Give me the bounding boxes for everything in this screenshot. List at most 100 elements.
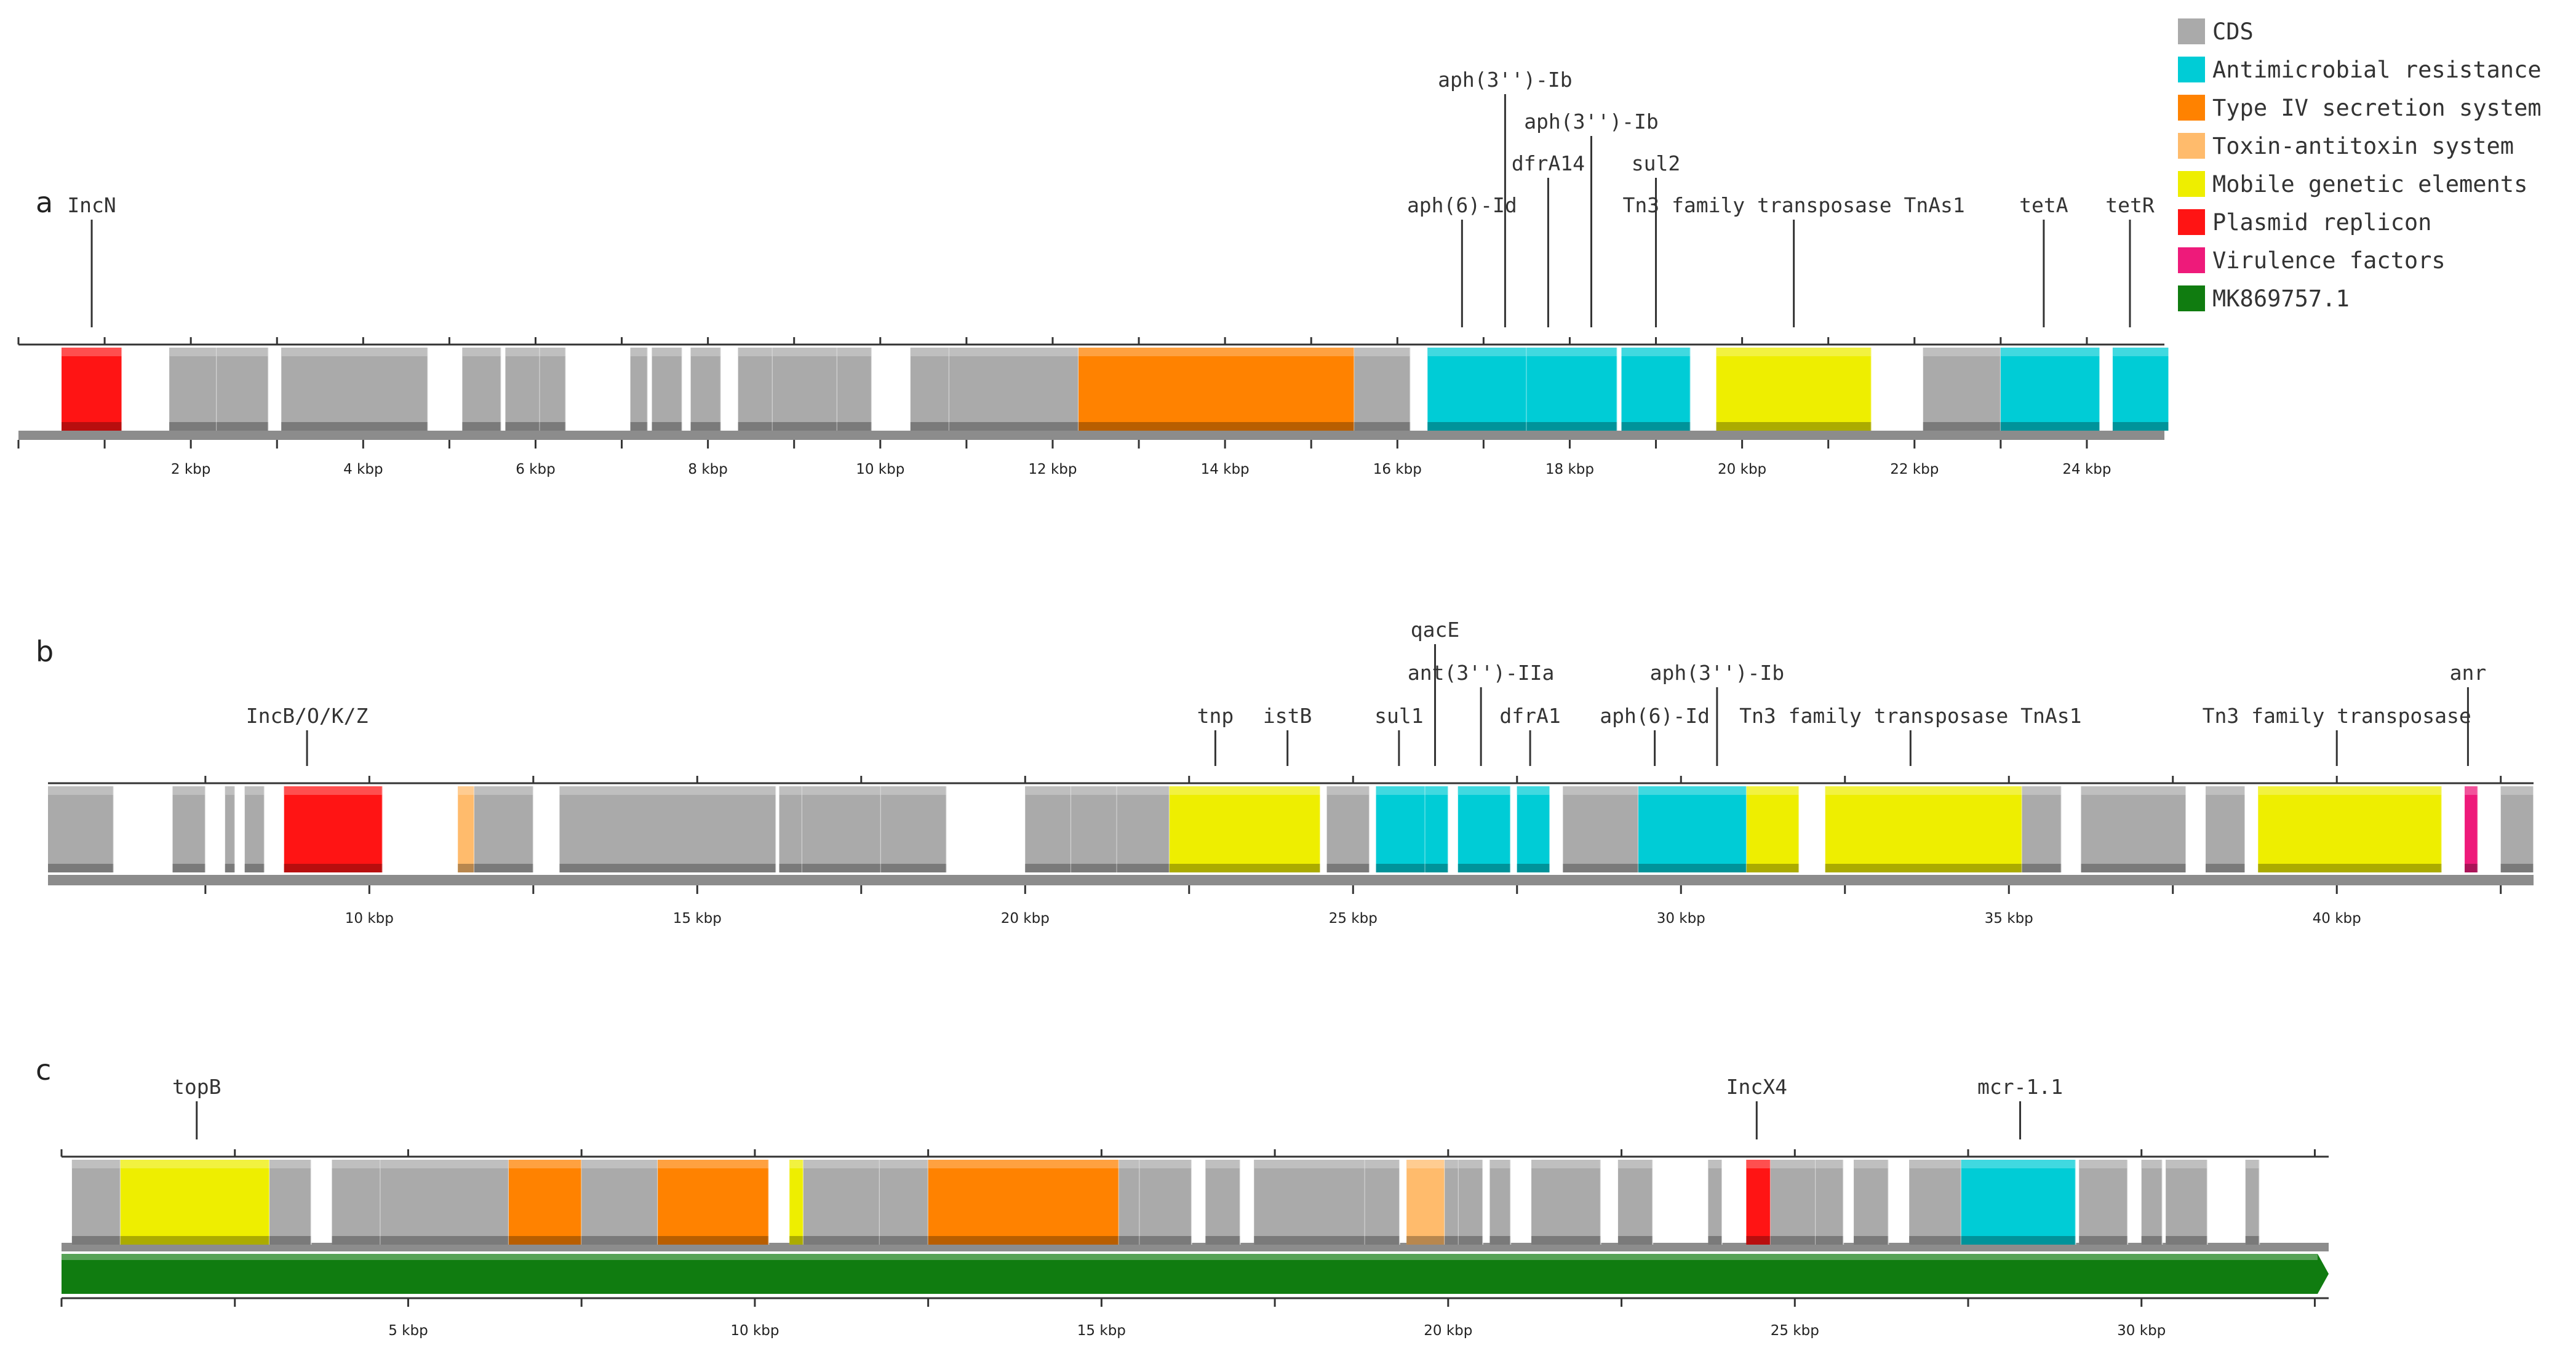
annotation: aph(3'')-Ib bbox=[1524, 110, 1659, 327]
feature-cds bbox=[332, 1160, 381, 1245]
feature-block bbox=[284, 786, 383, 872]
feature-highlight bbox=[1425, 786, 1448, 795]
feature-cds bbox=[738, 348, 773, 431]
legend-swatch bbox=[2178, 57, 2205, 82]
legend-label: Type IV secretion system bbox=[2212, 94, 2542, 121]
annotation-label: istB bbox=[1263, 704, 1312, 728]
feature-shadow bbox=[690, 422, 721, 431]
feature-shadow bbox=[789, 1236, 804, 1245]
feature-highlight bbox=[284, 786, 383, 795]
feature-highlight bbox=[779, 786, 802, 795]
feature-highlight bbox=[949, 348, 1079, 356]
feature-highlight bbox=[1746, 1160, 1771, 1168]
feature-highlight bbox=[2112, 348, 2169, 356]
feature-highlight bbox=[2000, 348, 2100, 356]
feature-shadow bbox=[332, 1236, 381, 1245]
feature-highlight bbox=[652, 348, 682, 356]
feature-shadow bbox=[2079, 1236, 2128, 1245]
feature-amr bbox=[1621, 348, 1691, 431]
feature-shadow bbox=[2022, 864, 2062, 872]
feature-block bbox=[1854, 1160, 1889, 1245]
feature-cds bbox=[540, 348, 567, 431]
feature-block bbox=[779, 786, 802, 872]
feature-shadow bbox=[630, 422, 648, 431]
annotation-label: IncX4 bbox=[1726, 1075, 1787, 1099]
feature-cds bbox=[2079, 1160, 2129, 1245]
feature-cds bbox=[1117, 786, 1170, 872]
feature-cds bbox=[217, 348, 269, 431]
feature-amr bbox=[1457, 786, 1512, 872]
feature-shadow bbox=[1531, 1236, 1601, 1245]
feature-vf bbox=[2465, 786, 2479, 872]
feature-shadow bbox=[559, 864, 776, 872]
feature-block bbox=[458, 786, 474, 872]
feature-ta bbox=[1406, 1160, 1446, 1245]
annotation-label: sul2 bbox=[1632, 151, 1680, 175]
feature-block bbox=[1638, 786, 1747, 872]
panel-c: c 5 kbp 10 kbp 15 kbp 20 kbp 25 kbp 30 kbp topB… bbox=[36, 1053, 2329, 1339]
feature-shadow bbox=[910, 422, 949, 431]
feature-highlight bbox=[1445, 1160, 1459, 1168]
tick-label: 20 kbp bbox=[1718, 461, 1766, 477]
feature-highlight bbox=[172, 786, 205, 795]
feature-highlight bbox=[1563, 786, 1638, 795]
feature-highlight bbox=[332, 1160, 381, 1168]
legend-label: CDS bbox=[2212, 18, 2254, 45]
tick-label: 40 kbp bbox=[2313, 911, 2361, 927]
feature-mge bbox=[789, 1160, 804, 1245]
tick-label: 10 kbp bbox=[730, 1323, 779, 1339]
feature-block bbox=[1457, 786, 1511, 872]
feature-shadow bbox=[652, 422, 682, 431]
feature-shadow bbox=[508, 1236, 582, 1245]
feature-block bbox=[1025, 786, 1071, 872]
feature-cds bbox=[949, 348, 1079, 431]
annotation-label: aph(6)-Id bbox=[1407, 193, 1517, 217]
feature-block bbox=[281, 348, 428, 431]
feature-shadow bbox=[2258, 864, 2442, 872]
tick-label: 15 kbp bbox=[673, 911, 722, 927]
feature-block bbox=[789, 1160, 804, 1245]
legend-label: Plasmid replicon bbox=[2212, 209, 2432, 236]
annotation-label: qacE bbox=[1411, 618, 1459, 642]
feature-block bbox=[690, 348, 721, 431]
feature-block bbox=[1770, 1160, 1816, 1245]
legend-swatch bbox=[2178, 247, 2205, 273]
feature-block bbox=[880, 786, 947, 872]
legend-item: Plasmid replicon bbox=[2178, 203, 2542, 241]
legend-label: Toxin-antitoxin system bbox=[2212, 132, 2514, 159]
backbone-bar bbox=[62, 1243, 2329, 1251]
annotation: Tn3 family transposase TnAs1 bbox=[1739, 704, 2081, 766]
feature-highlight bbox=[837, 348, 872, 356]
feature-cds bbox=[581, 1160, 659, 1245]
feature-highlight bbox=[928, 1160, 1119, 1168]
legend-label: MK869757.1 bbox=[2212, 285, 2350, 312]
feature-block bbox=[1205, 1160, 1240, 1245]
feature-shadow bbox=[169, 422, 217, 431]
feature-highlight bbox=[1517, 786, 1550, 795]
feature-cds bbox=[1119, 1160, 1141, 1245]
feature-cds bbox=[880, 786, 947, 872]
feature-shadow bbox=[837, 422, 872, 431]
feature-shadow bbox=[1354, 422, 1411, 431]
feature-cds bbox=[1770, 1160, 1817, 1245]
feature-block bbox=[1716, 348, 1872, 431]
feature-shadow bbox=[217, 422, 269, 431]
feature-highlight bbox=[1923, 348, 2001, 356]
feature-block bbox=[1354, 348, 1411, 431]
feature-cds bbox=[48, 786, 114, 872]
feature-cds bbox=[380, 1160, 509, 1245]
feature-block bbox=[837, 348, 872, 431]
feature-block bbox=[630, 348, 648, 431]
feature-highlight bbox=[458, 786, 474, 795]
feature-cds bbox=[1071, 786, 1118, 872]
tick-label: 24 kbp bbox=[2062, 461, 2111, 477]
feature-cds bbox=[71, 1160, 121, 1245]
feature-cds bbox=[803, 1160, 880, 1245]
feature-shadow bbox=[1205, 1236, 1240, 1245]
feature-highlight bbox=[880, 786, 947, 795]
feature-cds bbox=[2081, 786, 2187, 872]
feature-highlight bbox=[1531, 1160, 1601, 1168]
feature-cds bbox=[462, 348, 502, 431]
feature-block bbox=[2141, 1160, 2163, 1245]
legend-item: Toxin-antitoxin system bbox=[2178, 127, 2542, 165]
